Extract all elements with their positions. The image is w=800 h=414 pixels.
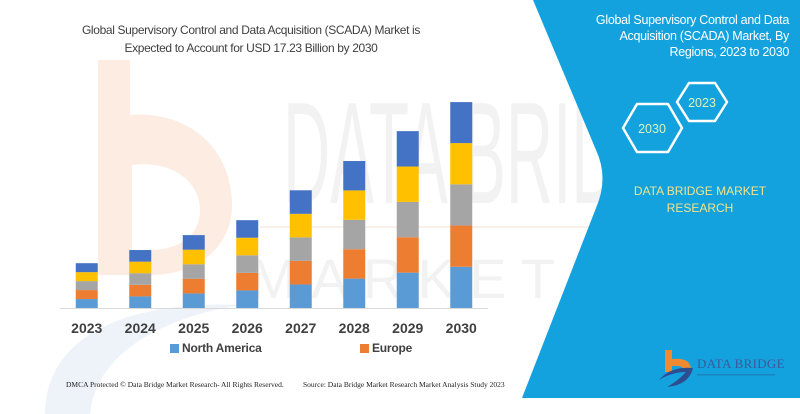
bar-segment-series-4-2026 (236, 237, 259, 256)
side-panel-title-line-3: Regions, 2023 to 2030 (669, 45, 790, 59)
x-tick-label-2028: 2028 (339, 320, 370, 336)
side-panel-background (522, 0, 800, 398)
bar-segment-series-4-2029 (396, 166, 419, 202)
bar-segment-europe-2027 (289, 260, 312, 285)
x-tick-label-2024: 2024 (125, 320, 156, 336)
hexagon-label-2030: 2030 (638, 122, 666, 136)
data-bridge-logo-icon (659, 350, 693, 387)
bar-segment-series-5-2024 (129, 250, 152, 262)
bar-segment-europe-2023 (75, 290, 98, 300)
legend-swatch-north-america (170, 344, 179, 353)
legend-label-north-america: North America (182, 341, 262, 355)
side-panel-title-line-2: Acquisition (SCADA) Market, By (619, 29, 789, 43)
bar-segment-series-5-2023 (75, 263, 98, 273)
bars-group (75, 102, 473, 308)
bar-segment-europe-2026 (236, 272, 259, 291)
bar-segment-series-3-2029 (396, 201, 419, 238)
bar-segment-north-america-2029 (396, 272, 419, 308)
bar-segment-europe-2024 (129, 284, 152, 297)
watermark-b-logo-icon (98, 60, 232, 275)
bar-segment-series-3-2024 (129, 273, 152, 285)
brand-text-line-2: RESEARCH (666, 201, 734, 215)
brand-text: DATA BRIDGE MARKET RESEARCH (620, 183, 780, 217)
bar-segment-north-america-2030 (450, 266, 473, 308)
legend-swatch-europe (360, 344, 369, 353)
bar-segment-series-3-2030 (450, 184, 473, 226)
bar-segment-series-3-2023 (75, 281, 98, 291)
x-tick-label-2030: 2030 (446, 320, 477, 336)
watermark-swoosh-icon (45, 304, 240, 414)
x-tick-labels: 2023 2024 2025 2026 2027 2028 2029 2030 (71, 320, 477, 336)
bar-segment-series-4-2023 (75, 272, 98, 282)
side-panel-title-line-1: Global Supervisory Control and Data (595, 13, 789, 27)
logo-tagline-line (697, 374, 775, 376)
bar-segment-north-america-2023 (75, 299, 98, 308)
x-tick-label-2026: 2026 (232, 320, 263, 336)
bar-segment-series-3-2025 (182, 264, 205, 279)
bar-segment-series-3-2028 (343, 219, 366, 250)
chart-title: Global Supervisory Control and Data Acqu… (40, 21, 462, 57)
bar-segment-series-4-2030 (450, 143, 473, 185)
bar-segment-series-4-2027 (289, 213, 312, 238)
hexagon-badge-2023: 2023 (675, 81, 729, 123)
hexagon-2023-icon (675, 81, 729, 123)
bar-segment-series-5-2029 (396, 131, 419, 167)
brand-text-line-1: DATA BRIDGE MARKET (633, 184, 767, 198)
bar-segment-series-5-2030 (450, 102, 473, 144)
bar-segment-series-4-2025 (182, 249, 205, 265)
chart-title-line-2: Expected to Account for USD 17.23 Billio… (124, 41, 378, 55)
x-tick-label-2023: 2023 (71, 320, 102, 336)
x-tick-label-2025: 2025 (178, 320, 209, 336)
bar-segment-north-america-2028 (343, 278, 366, 308)
x-tick-label-2027: 2027 (285, 320, 316, 336)
bar-segment-north-america-2027 (289, 284, 312, 308)
bar-segment-series-5-2027 (289, 190, 312, 214)
x-tick-label-2029: 2029 (392, 320, 423, 336)
bar-segment-series-3-2026 (236, 255, 259, 273)
hexagon-2030-icon (621, 102, 684, 154)
bar-segment-series-3-2027 (289, 237, 312, 261)
bar-segment-series-4-2028 (343, 190, 366, 220)
bar-segment-series-4-2024 (129, 261, 152, 274)
bar-segment-europe-2030 (450, 225, 473, 267)
legend-label-europe: Europe (372, 341, 413, 355)
footer-copyright: DMCA Protected © Data Bridge Market Rese… (66, 380, 284, 389)
logo-text: DATA BRIDGE (697, 356, 785, 371)
bar-segment-north-america-2025 (182, 293, 205, 308)
hexagon-label-2023: 2023 (688, 96, 716, 110)
footer-source: Source: Data Bridge Market Research Mark… (303, 380, 505, 389)
side-panel-title: Global Supervisory Control and Data Acqu… (529, 12, 789, 60)
hexagon-badge-2030: 2030 (621, 102, 684, 154)
chart-title-line-1: Global Supervisory Control and Data Acqu… (81, 23, 421, 37)
bar-segment-series-5-2028 (343, 161, 366, 191)
bar-segment-europe-2029 (396, 237, 419, 273)
bar-segment-series-5-2025 (182, 235, 205, 250)
watermark-divider (260, 226, 600, 228)
bar-segment-europe-2025 (182, 278, 205, 294)
bar-segment-north-america-2026 (236, 290, 259, 308)
bar-segment-series-5-2026 (236, 220, 259, 238)
bar-segment-europe-2028 (343, 249, 366, 279)
data-bridge-logo: DATA BRIDGE (659, 350, 785, 387)
bar-segment-north-america-2024 (129, 296, 152, 308)
